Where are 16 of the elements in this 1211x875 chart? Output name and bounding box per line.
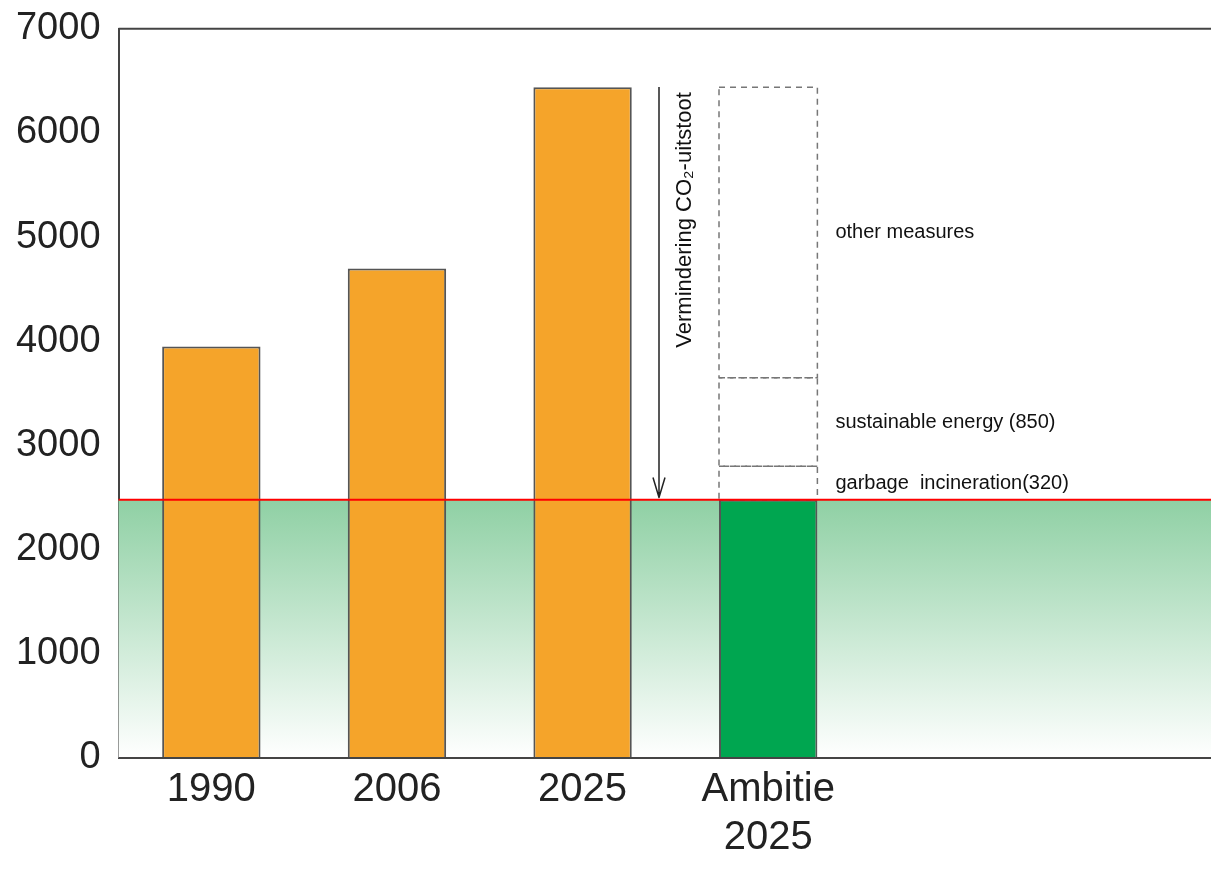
x-tick-label: 1990 xyxy=(166,765,256,810)
y-tick-label: 5000 xyxy=(15,213,101,256)
annotation: sustainable energy (850) xyxy=(835,409,1056,432)
annotation: garbage incineration(320) xyxy=(835,470,1069,493)
annotation: Vermindering CO₂-uitstoot xyxy=(671,92,697,348)
x-tick-label: 2006 xyxy=(352,765,442,810)
y-tick-label: 6000 xyxy=(15,109,101,152)
y-tick-label: 7000 xyxy=(15,5,101,48)
y-tick-label: 4000 xyxy=(15,317,101,360)
y-tick-label: 2000 xyxy=(15,526,101,569)
annotation: other measures xyxy=(835,219,975,242)
y-tick-label: 0 xyxy=(79,734,101,777)
x-tick-label: 2025 xyxy=(538,765,628,810)
y-tick-label: 1000 xyxy=(15,630,101,673)
x-tick-label: Ambitie 2025 xyxy=(701,765,835,858)
y-tick-label: 3000 xyxy=(15,421,101,464)
